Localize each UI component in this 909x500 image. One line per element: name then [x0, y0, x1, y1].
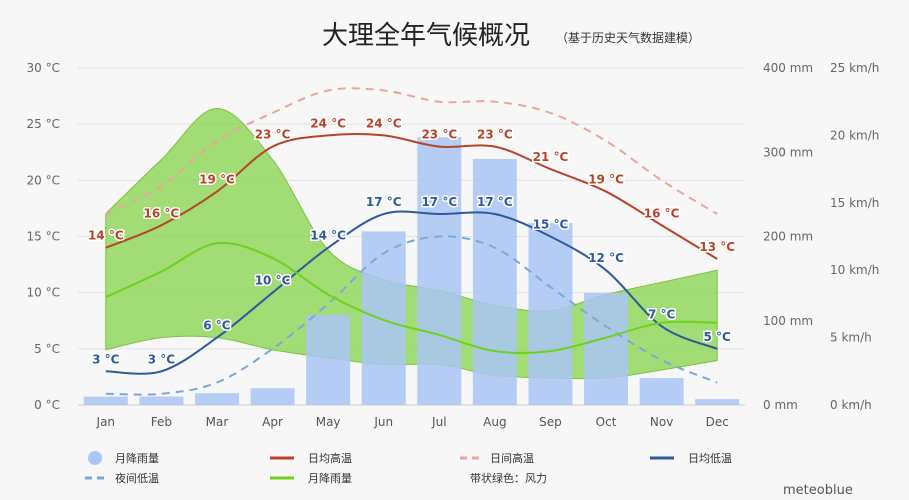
precip-bar-May [306, 314, 351, 405]
data-label: 19 °C [199, 173, 235, 187]
legend-label: 日均低温 [688, 452, 732, 465]
y-left-tick: 5 °C [34, 342, 60, 356]
y-right-kmh-tick: 15 km/h [830, 196, 879, 210]
y-right-mm-tick: 400 mm [763, 61, 813, 75]
data-label: 13 °C [699, 240, 735, 254]
y-left-tick: 20 °C [27, 173, 60, 187]
data-label: 24 °C [310, 116, 346, 130]
data-label: 23 °C [255, 128, 291, 142]
data-label: 16 °C [644, 206, 680, 220]
data-label: 23 °C [477, 128, 513, 142]
data-label: 5 °C [704, 330, 732, 344]
precip-bar-Aug [472, 158, 517, 405]
data-label: 6 °C [203, 319, 231, 333]
data-label: 23 °C [421, 128, 457, 142]
y-right-kmh-tick: 20 km/h [830, 128, 879, 142]
x-tick-Jan: Jan [96, 415, 116, 429]
data-label: 19 °C [588, 173, 624, 187]
precip-bar-Jun [361, 231, 406, 405]
y-left-tick: 15 °C [27, 230, 60, 244]
legend-label: 月降雨量 [308, 471, 352, 485]
x-tick-Oct: Oct [596, 415, 617, 429]
precip-bar-Mar [194, 393, 239, 405]
x-tick-Dec: Dec [706, 415, 729, 429]
series-line-日间高温 [105, 87, 718, 215]
y-left-tick: 25 °C [27, 117, 60, 131]
y-right-kmh-tick: 10 km/h [830, 263, 879, 277]
y-right-kmh-tick: 25 km/h [830, 61, 879, 75]
legend-label: 带状绿色：风力 [470, 471, 547, 485]
data-label: 21 °C [533, 150, 569, 164]
y-right-mm-tick: 0 mm [763, 398, 798, 412]
series-line-日均低温 [105, 210, 718, 375]
y-left-tick: 30 °C [27, 61, 60, 75]
data-label: 15 °C [533, 218, 569, 232]
x-tick-May: May [316, 415, 341, 429]
y-left-tick: 10 °C [27, 286, 60, 300]
x-tick-Jun: Jun [373, 415, 393, 429]
legend-label: 日间高温 [490, 451, 534, 465]
y-right-kmh-tick: 5 km/h [830, 331, 872, 345]
data-label: 7 °C [648, 307, 676, 321]
x-tick-Apr: Apr [262, 415, 283, 429]
series-line-夜间低温 [105, 235, 718, 396]
y-left-tick: 0 °C [34, 398, 60, 412]
data-label: 12 °C [588, 251, 624, 265]
legend-icon-bar [88, 451, 102, 465]
x-tick-Feb: Feb [151, 415, 172, 429]
data-label: 3 °C [92, 352, 120, 366]
y-right-mm-tick: 100 mm [763, 314, 813, 328]
data-label: 14 °C [88, 229, 124, 243]
precip-bar-Apr [250, 388, 295, 405]
brand-logo: meteoblue [783, 483, 853, 498]
legend-label: 夜间低温 [115, 471, 159, 485]
series-line-日均高温 [105, 132, 718, 260]
x-tick-Aug: Aug [483, 415, 506, 429]
precip-bar-Jan [83, 396, 128, 405]
precip-bar-Feb [139, 396, 184, 405]
chart-title: 大理全年气候概况 [322, 21, 530, 51]
precip-bar-Dec [695, 399, 740, 405]
precip-bar-Sep [528, 223, 573, 405]
x-tick-Sep: Sep [539, 415, 562, 429]
y-right-mm-tick: 200 mm [763, 230, 813, 244]
y-right-kmh-tick: 0 km/h [830, 398, 872, 412]
data-label: 24 °C [366, 116, 402, 130]
precip-bar-Nov [639, 378, 684, 405]
x-tick-Nov: Nov [650, 415, 673, 429]
y-right-mm-tick: 300 mm [763, 145, 813, 159]
data-label: 10 °C [255, 274, 291, 288]
data-label: 17 °C [421, 195, 457, 209]
data-label: 17 °C [477, 195, 513, 209]
data-label: 3 °C [148, 352, 176, 366]
legend-label: 月降雨量 [115, 451, 159, 465]
x-tick-Jul: Jul [431, 415, 446, 429]
chart-subtitle: （基于历史天气数据建模） [556, 30, 700, 45]
x-tick-Mar: Mar [206, 415, 229, 429]
series-line-月降雨量 [105, 241, 718, 354]
data-label: 14 °C [310, 229, 346, 243]
legend-label: 日均高温 [308, 451, 352, 465]
data-label: 16 °C [144, 206, 180, 220]
data-label: 17 °C [366, 195, 402, 209]
precip-bar-Jul [417, 137, 462, 405]
precip-bar-Oct [584, 292, 629, 405]
